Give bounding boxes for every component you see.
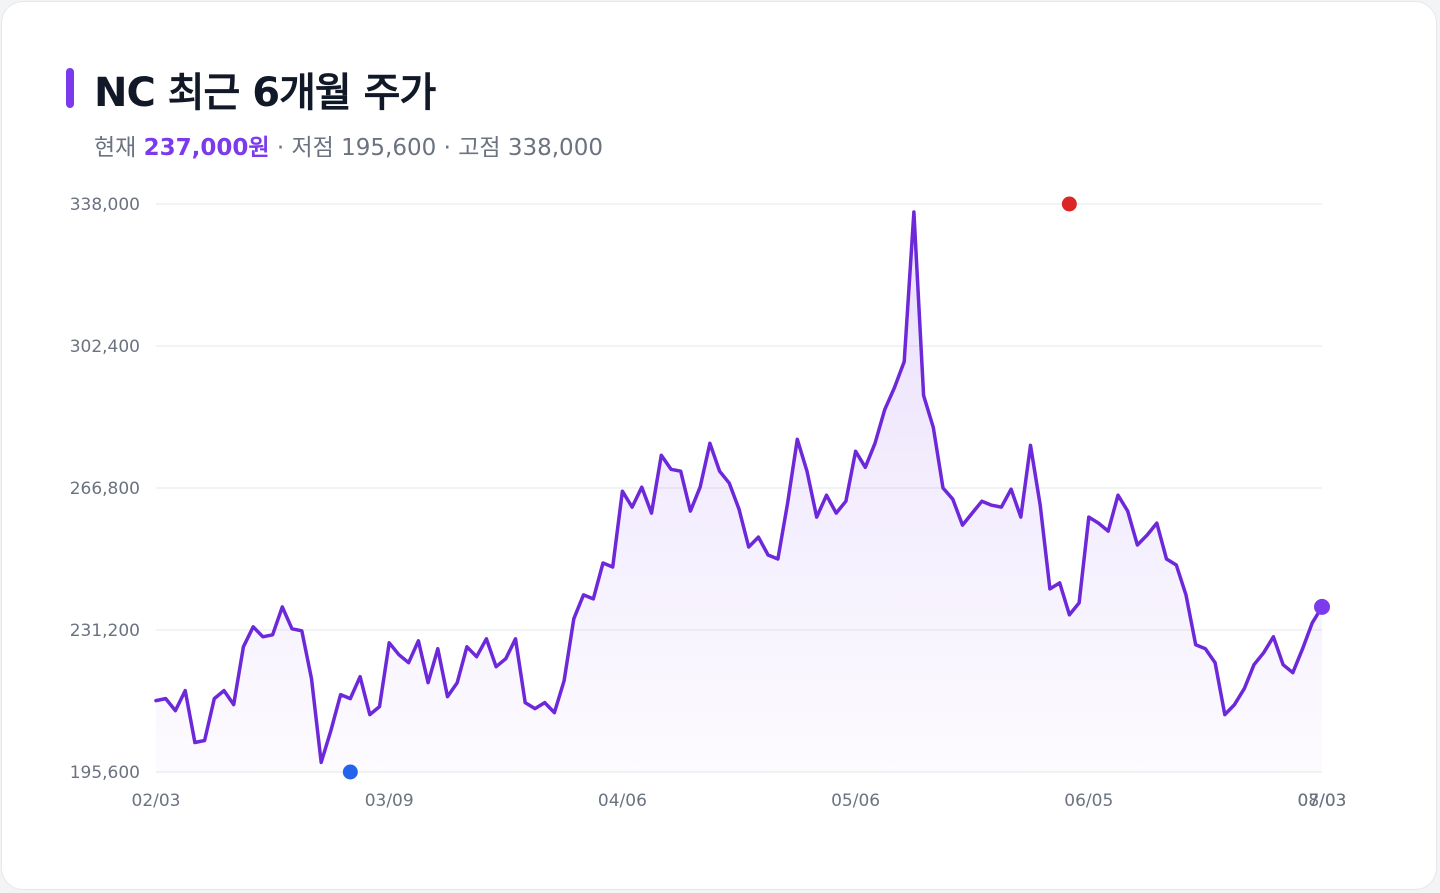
x-tick-label: 04/06 — [598, 791, 647, 811]
markers — [342, 196, 1330, 780]
y-tick-label: 266,800 — [70, 479, 140, 499]
current-label: 현재 — [94, 135, 137, 161]
y-tick-label: 302,400 — [70, 337, 140, 357]
current-value: 237,000원 — [143, 135, 270, 161]
price-line — [154, 210, 1324, 765]
separator: · — [443, 135, 451, 161]
y-tick-label: 338,000 — [70, 195, 140, 215]
x-tick-label: 06/05 — [1064, 791, 1113, 811]
high-value: 338,000 — [507, 135, 603, 161]
low-point-marker — [342, 764, 358, 780]
high-point-marker — [1061, 196, 1077, 212]
x-tick-label: 08/03 — [1298, 791, 1347, 811]
title-accent-bar — [66, 68, 74, 108]
price-area — [156, 212, 1322, 772]
chart-title: NC 최근 6개월 주가 — [94, 70, 436, 116]
x-tick-label: 03/09 — [365, 791, 414, 811]
y-tick-label: 231,200 — [70, 621, 140, 641]
y-tick-label: 195,600 — [70, 763, 140, 783]
y-axis-ticks: 338,000 302,400 266,800 231,200 195,600 — [70, 195, 140, 783]
x-tick-label: 05/06 — [831, 791, 880, 811]
separator: · — [276, 135, 285, 161]
low-label: 저점 — [291, 135, 334, 161]
price-summary: 현재 237,000원 · 저점 195,600 · 고점 338,000 — [94, 128, 603, 162]
low-value: 195,600 — [341, 135, 437, 161]
high-label: 고점 — [458, 135, 501, 161]
x-tick-label: 07/03 — [1298, 791, 1347, 811]
current-point-marker — [1314, 598, 1330, 615]
x-tick-label: 02/03 — [132, 791, 181, 811]
